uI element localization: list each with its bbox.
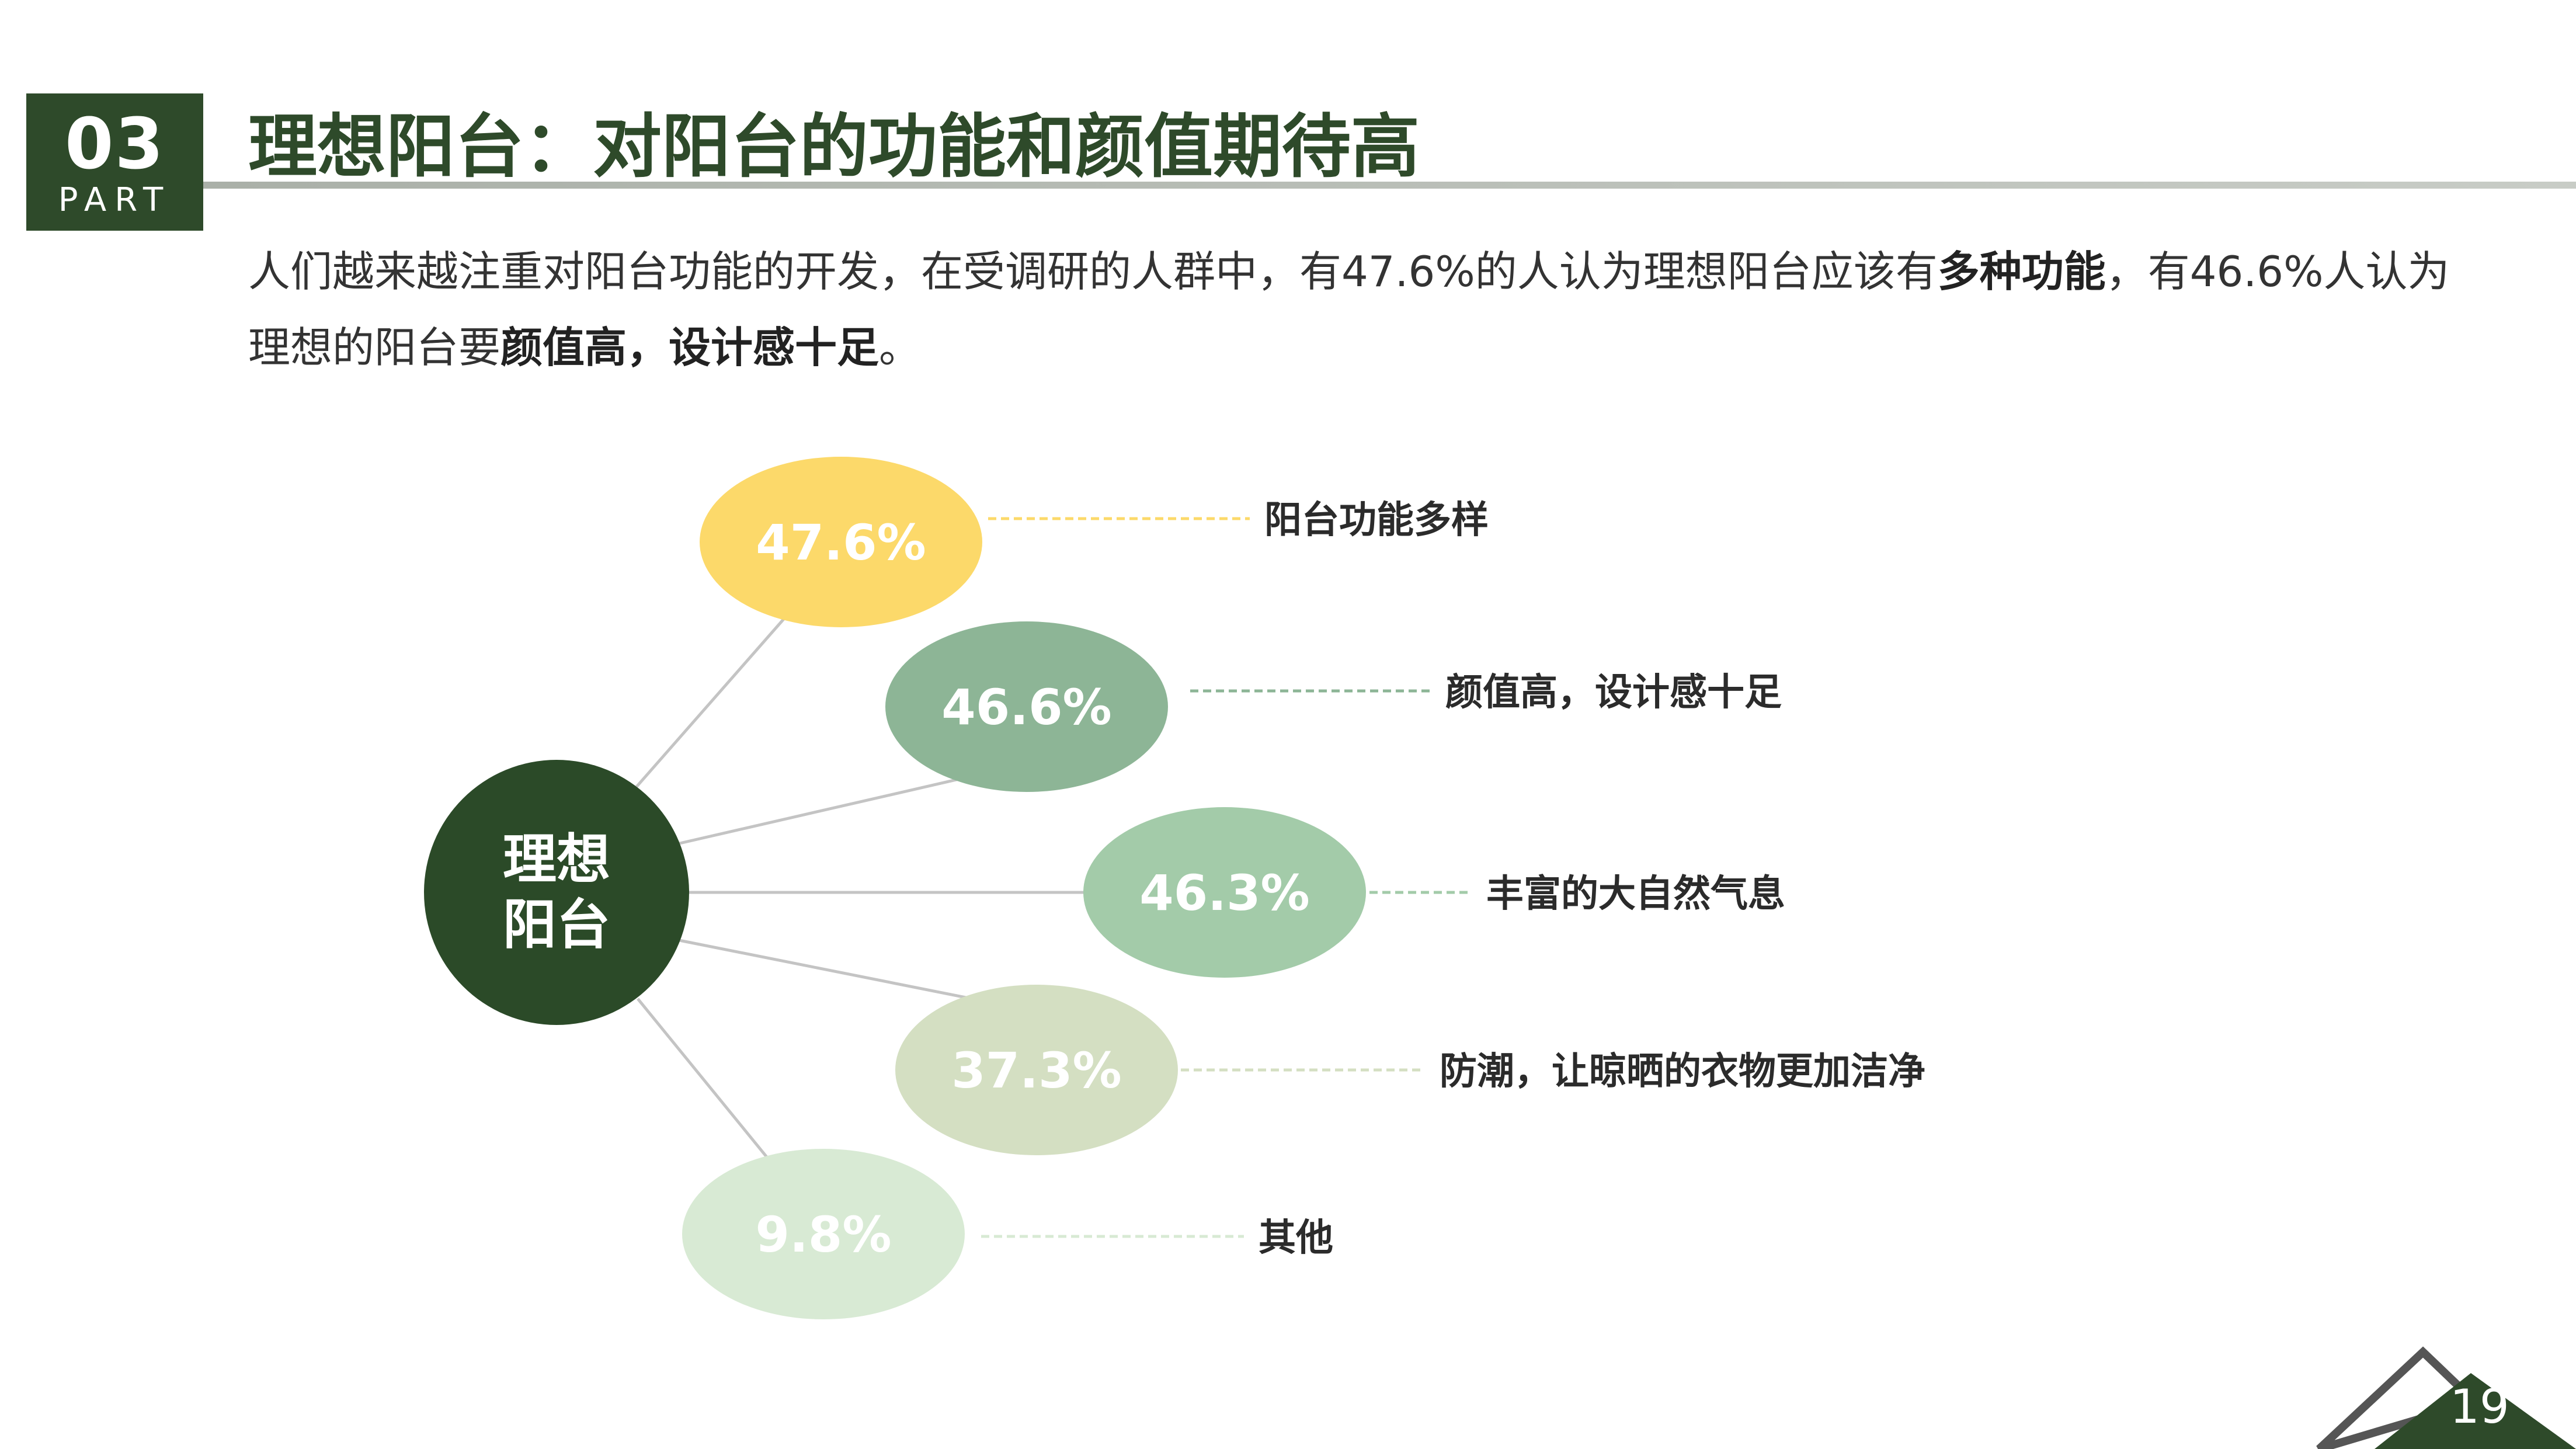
- connector-line: [635, 609, 793, 788]
- corner-decoration: [2316, 1346, 2576, 1449]
- center-label: 阳台: [503, 894, 610, 956]
- description-label: 防潮，让晾晒的衣物更加洁净: [1440, 1050, 1925, 1093]
- part-badge: 03 PART: [26, 93, 203, 231]
- connector-line: [679, 939, 988, 1003]
- value-bubble: [1083, 807, 1366, 978]
- value-bubble: [885, 621, 1168, 792]
- value-bubble: [682, 1149, 965, 1319]
- center-label: 理想: [503, 828, 610, 891]
- connector-line: [674, 773, 978, 846]
- value-label: 9.8%: [756, 1206, 892, 1263]
- connector-line: [637, 998, 776, 1167]
- corner-outline: [2316, 1346, 2484, 1449]
- intro-bold-a: 多种功能: [1937, 247, 2106, 296]
- value-label: 47.6%: [756, 514, 926, 571]
- part-number: 03: [65, 104, 165, 185]
- intro-text-c: 。: [879, 323, 922, 372]
- description-label: 其他: [1259, 1217, 1333, 1260]
- description-label: 丰富的大自然气息: [1486, 873, 1785, 916]
- value-bubble: [895, 985, 1178, 1155]
- value-bubble: [700, 457, 982, 627]
- value-label: 46.3%: [1139, 864, 1309, 922]
- value-label: 37.3%: [951, 1042, 1121, 1099]
- description-label: 颜值高，设计感十足: [1445, 671, 1782, 714]
- description-label: 阳台功能多样: [1264, 499, 1489, 542]
- intro-text-b: ，有46.6%人认为理想的阳台要: [248, 247, 2450, 372]
- intro-bold-b: 颜值高，设计感十足: [500, 323, 879, 372]
- center-node: [424, 760, 689, 1025]
- value-label: 46.6%: [941, 679, 1111, 736]
- intro-text-a: 人们越来越注重对阳台功能的开发，在受调研的人群中，有47.6%的人认为理想阳台应…: [248, 247, 1938, 296]
- page-number: 19: [2450, 1379, 2509, 1434]
- page-title: 理想阳台：对阳台的功能和颜值期待高: [248, 106, 1420, 187]
- title-divider: [203, 182, 2576, 189]
- part-word: PART: [58, 181, 172, 219]
- corner-triangle: [2375, 1373, 2576, 1449]
- intro-paragraph: 人们越来越注重对阳台功能的开发，在受调研的人群中，有47.6%的人认为理想阳台应…: [248, 234, 2479, 385]
